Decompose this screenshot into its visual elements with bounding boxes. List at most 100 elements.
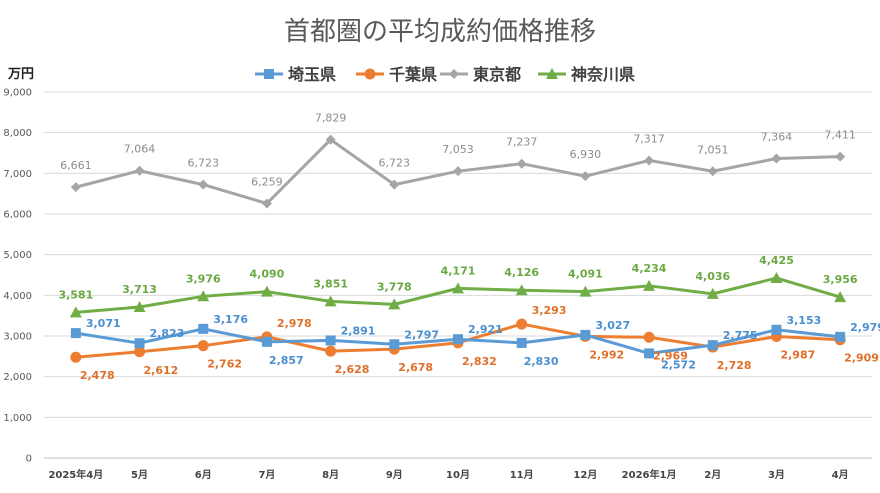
data-point: [325, 335, 336, 346]
legend-marker: [546, 68, 558, 79]
series-埼玉県: [70, 323, 846, 359]
legend-marker: [449, 69, 459, 79]
x-tick-label: 6月: [195, 469, 212, 481]
data-point: [260, 285, 273, 297]
data-point: [835, 151, 846, 162]
data-labels: 3,071 2,823 3,176 2,857 2,891 2,797 2,921 2,830…: [58, 112, 880, 383]
data-label: 2,572: [661, 358, 696, 371]
data-point: [261, 336, 272, 347]
data-point: [389, 339, 400, 350]
data-label: 6,723: [379, 157, 411, 170]
data-point: [198, 323, 209, 334]
x-tick-label: 2026年1月: [622, 468, 677, 481]
data-point: [197, 340, 209, 352]
data-label: 2,612: [144, 364, 179, 377]
data-label: 3,713: [122, 283, 157, 296]
data-label: 2,478: [80, 369, 115, 382]
data-point: [198, 179, 209, 190]
data-point: [325, 345, 337, 357]
x-tick-label: 11月: [510, 469, 534, 481]
y-tick-label: 8,000: [3, 128, 32, 139]
chart-title: 首都圏の平均成約価格推移: [284, 17, 596, 47]
data-label: 6,930: [570, 148, 602, 161]
data-label: 2,728: [717, 359, 752, 372]
y-tick-label: 3,000: [3, 332, 32, 343]
data-label: 2,678: [398, 361, 433, 374]
data-point: [707, 340, 718, 351]
data-point: [261, 198, 272, 209]
data-label: 2,909: [844, 352, 879, 365]
data-label: 6,661: [60, 159, 92, 172]
y-tick-label: 1,000: [3, 413, 32, 424]
y-tick-label: 7,000: [3, 169, 32, 180]
data-label: 3,027: [595, 319, 630, 332]
data-point: [707, 166, 718, 177]
data-point: [134, 346, 146, 358]
y-axis-unit: 万円: [7, 67, 34, 82]
data-label: 2,857: [269, 354, 304, 367]
y-tick-label: 0: [26, 454, 32, 465]
data-label: 6,259: [251, 175, 283, 188]
data-point: [516, 337, 527, 348]
data-point: [70, 351, 82, 363]
legend-label: 埼玉県: [288, 65, 336, 84]
x-tick-label: 7月: [258, 469, 275, 481]
data-label: 3,176: [213, 313, 248, 326]
data-point: [453, 334, 463, 345]
y-tick-label: 9,000: [3, 88, 32, 99]
data-label: 4,090: [250, 268, 285, 281]
data-label: 4,126: [504, 266, 539, 279]
data-label: 7,051: [697, 143, 729, 156]
data-point: [643, 279, 656, 291]
data-label: 2,830: [524, 355, 559, 368]
data-label: 2,823: [150, 327, 185, 340]
data-point: [835, 331, 846, 342]
data-label: 3,153: [786, 314, 821, 327]
data-point: [771, 324, 782, 335]
x-tick-label: 8月: [322, 469, 339, 481]
legend-marker: [364, 68, 376, 80]
data-point: [134, 338, 145, 349]
data-label: 3,956: [823, 273, 858, 286]
data-label: 2,978: [277, 317, 312, 330]
legend-item-神奈川県: 神奈川県: [538, 65, 635, 84]
series-group: [69, 134, 847, 363]
series-東京都: [70, 134, 846, 209]
data-label: 2,628: [335, 363, 370, 376]
data-point: [133, 301, 146, 313]
gridlines: [44, 91, 872, 459]
legend-item-東京都: 東京都: [440, 65, 521, 84]
data-label: 2,921: [468, 323, 503, 336]
legend: 埼玉県 千葉県 東京都 神奈川県: [255, 65, 635, 84]
data-label: 7,317: [633, 132, 665, 145]
data-label: 2,762: [207, 358, 242, 371]
x-tick-label: 3月: [768, 469, 785, 481]
data-point: [579, 285, 592, 297]
data-label: 2,891: [341, 324, 376, 337]
legend-label: 東京都: [473, 65, 521, 84]
data-label: 7,829: [315, 112, 347, 125]
data-label: 4,091: [568, 268, 603, 281]
data-label: 2,797: [404, 328, 439, 341]
legend-label: 千葉県: [389, 65, 437, 84]
legend-item-千葉県: 千葉県: [356, 65, 437, 84]
data-point: [515, 284, 528, 296]
data-label: 4,036: [695, 270, 730, 283]
data-point: [452, 282, 464, 294]
data-label: 4,234: [632, 262, 667, 275]
data-point: [771, 153, 782, 164]
data-label: 2,775: [723, 329, 758, 342]
data-label: 3,071: [86, 317, 121, 330]
data-point: [453, 166, 463, 177]
y-tick-label: 2,000: [3, 372, 32, 383]
data-point: [69, 306, 82, 318]
legend-label: 神奈川県: [571, 65, 635, 84]
data-label: 4,171: [441, 264, 476, 277]
data-label: 2,979: [850, 321, 880, 334]
legend-marker: [264, 69, 274, 79]
x-tick-label: 2025年4月: [48, 468, 103, 481]
data-label: 2,987: [780, 349, 815, 362]
data-point: [643, 331, 655, 343]
data-label: 3,778: [377, 280, 412, 293]
